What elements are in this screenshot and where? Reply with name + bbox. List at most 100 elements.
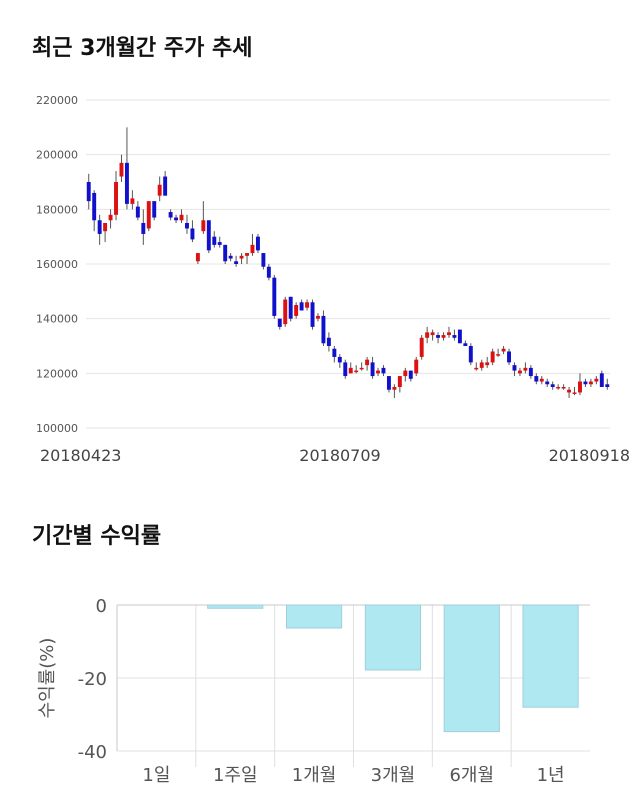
- candle-down: [266, 266, 271, 278]
- candle-down: [206, 220, 211, 251]
- candle-down: [370, 362, 375, 377]
- y-tick-label: 120000: [36, 367, 78, 380]
- candle-down: [534, 376, 539, 382]
- candle-down: [174, 217, 179, 221]
- candle-up: [501, 348, 506, 352]
- y-tick-label: 140000: [36, 313, 78, 326]
- candle-down: [545, 381, 550, 385]
- candle-down: [212, 236, 217, 245]
- candle-down: [135, 206, 140, 218]
- candle-up: [392, 387, 397, 390]
- candle-up: [103, 223, 108, 232]
- candle-up: [414, 359, 419, 374]
- return-bar: [285, 604, 343, 629]
- candle-down: [277, 318, 282, 327]
- candle-down: [168, 212, 173, 218]
- candle-down: [343, 362, 348, 377]
- candle-down: [185, 223, 189, 229]
- candle-down: [272, 277, 277, 316]
- price-candlestick-chart: 220000 200000 180000 160000 140000 120000 1000…: [36, 94, 630, 465]
- return-bar: [207, 604, 264, 609]
- candle-down: [436, 335, 441, 338]
- y-tick-label: -40: [78, 742, 107, 763]
- candle-down: [141, 223, 146, 234]
- candle-down: [337, 356, 342, 363]
- candle-up: [130, 198, 135, 204]
- candle-down: [310, 302, 315, 327]
- candle-up: [114, 182, 118, 215]
- candle-up: [556, 387, 561, 389]
- candle-up: [539, 378, 544, 382]
- candle-down: [152, 201, 157, 218]
- candle-down: [299, 302, 304, 311]
- candle-up: [430, 332, 435, 336]
- candle-down: [452, 335, 457, 338]
- candle-down: [468, 346, 473, 363]
- candle-down: [528, 367, 533, 377]
- candle-up: [588, 381, 593, 385]
- candle-up: [517, 370, 522, 374]
- candle-down: [288, 296, 293, 319]
- candle-down: [463, 343, 468, 346]
- candle-up: [245, 253, 249, 256]
- candle-up: [305, 302, 310, 308]
- candle-down: [217, 242, 222, 245]
- candle-up: [496, 354, 501, 356]
- candle-down: [261, 253, 266, 267]
- candle-up: [594, 378, 599, 382]
- candle-up: [490, 351, 495, 363]
- candle-up: [425, 332, 430, 338]
- candle-up: [572, 392, 577, 394]
- candle-up: [283, 299, 288, 325]
- candle-up: [403, 370, 408, 377]
- x-category-label: 1일: [142, 765, 170, 786]
- candle-down: [512, 365, 517, 371]
- candle-down: [255, 236, 260, 251]
- candle-down: [408, 370, 413, 379]
- return-bar: [364, 604, 422, 671]
- candle-up: [474, 367, 479, 370]
- candle-up: [419, 337, 424, 357]
- x-category-label: 1주일: [213, 765, 258, 786]
- candle-down: [381, 367, 386, 374]
- candle-up: [479, 362, 484, 368]
- candle-down: [599, 373, 604, 387]
- x-category-label: 1년: [537, 765, 565, 786]
- candle-up: [239, 255, 244, 259]
- candle-down: [190, 228, 195, 240]
- candle-down: [550, 384, 555, 387]
- candle-up: [485, 362, 490, 366]
- candle-down: [86, 182, 91, 202]
- candle-down: [92, 192, 97, 221]
- candle-up: [397, 376, 402, 387]
- x-category-label: 6개월: [449, 765, 494, 786]
- x-tick-label: 20180709: [299, 446, 380, 465]
- candle-up: [561, 387, 566, 389]
- candle-up: [179, 214, 184, 221]
- candle-up: [157, 184, 162, 196]
- candle-down: [583, 381, 588, 385]
- candle-down: [321, 315, 326, 344]
- candle-up: [447, 332, 451, 336]
- y-tick-label: 220000: [36, 94, 78, 107]
- y-tick-label: 180000: [36, 203, 78, 216]
- x-tick-label: 20180423: [40, 446, 121, 465]
- candle-up: [354, 370, 359, 373]
- candle-down: [457, 329, 462, 344]
- candle-down: [507, 351, 511, 363]
- y-tick-label: 160000: [36, 258, 78, 271]
- candle-up: [523, 367, 528, 371]
- candle-up: [348, 367, 353, 374]
- candle-up: [567, 389, 572, 393]
- y-tick-label: -20: [78, 669, 107, 690]
- candle-down: [97, 220, 102, 234]
- x-category-label: 3개월: [371, 765, 416, 786]
- candle-up: [441, 335, 446, 338]
- candle-up: [146, 201, 151, 229]
- candle-up: [294, 305, 299, 316]
- candle-up: [108, 214, 113, 221]
- candle-up: [365, 359, 370, 366]
- candle-up: [376, 370, 380, 374]
- candle-up: [195, 253, 200, 262]
